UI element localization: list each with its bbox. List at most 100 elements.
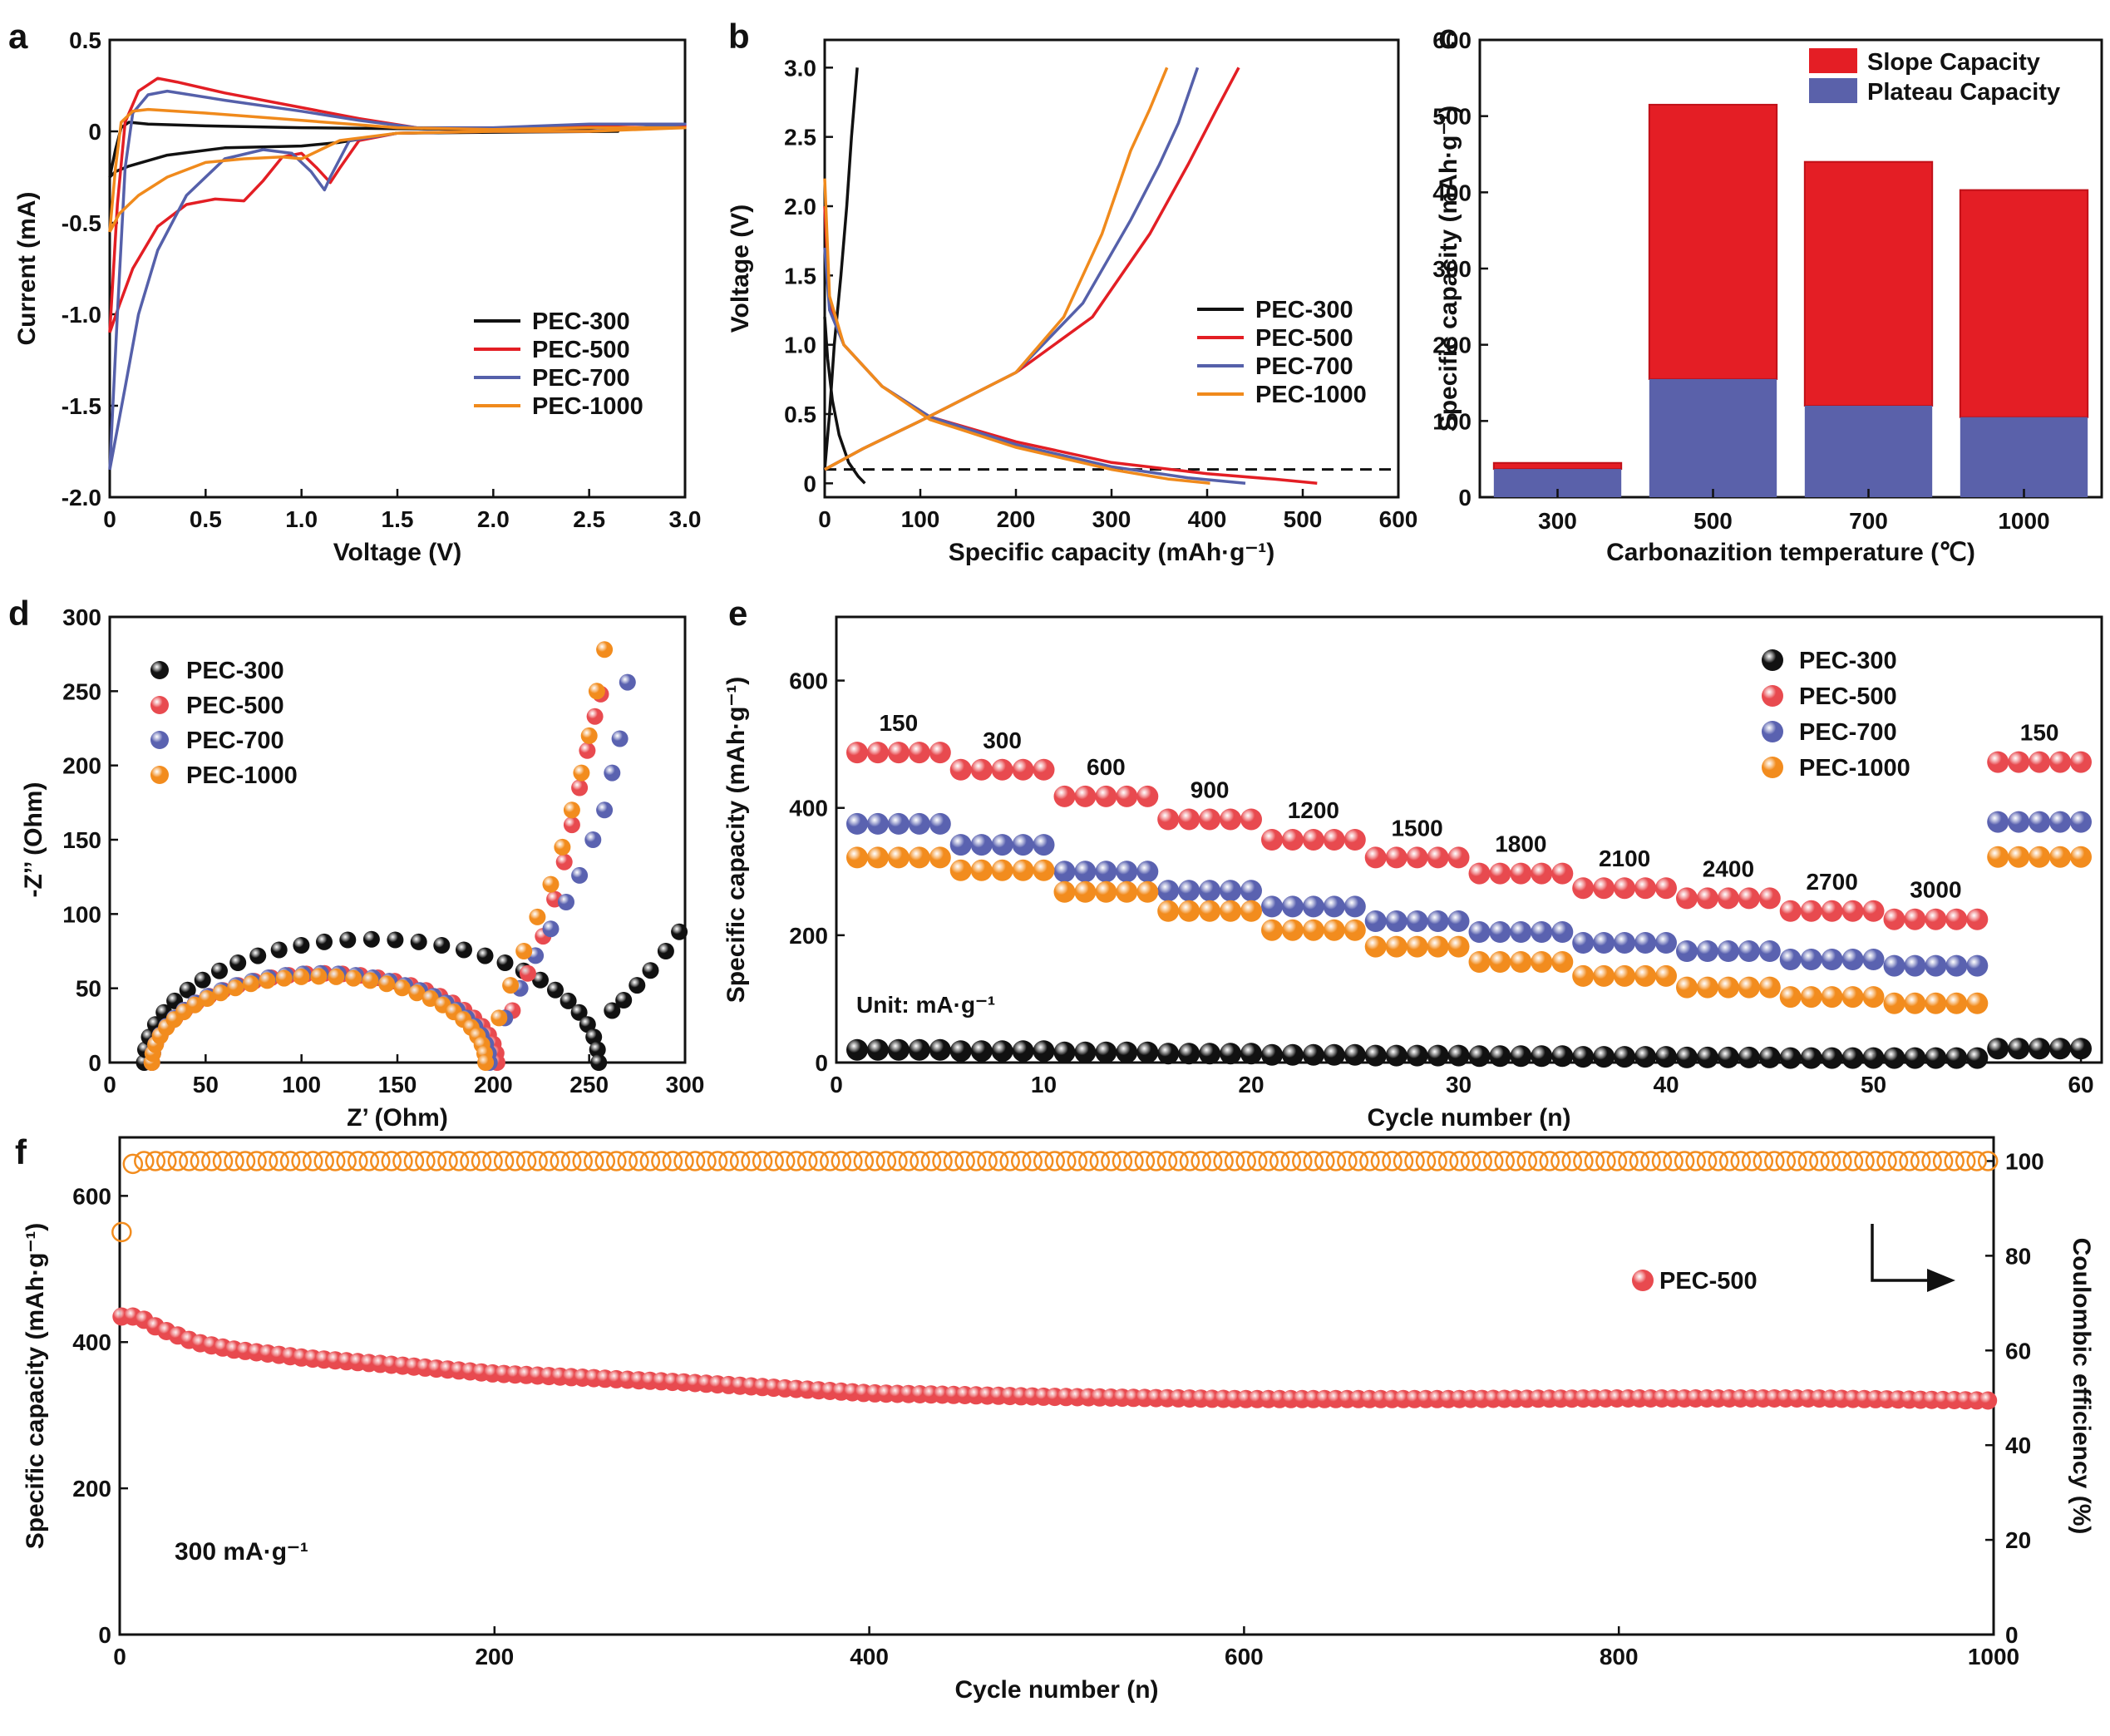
panel-f-ce-point xyxy=(887,1151,908,1171)
panel-e-point-pec-500 xyxy=(1489,862,1511,885)
panel-e-point-pec-700 xyxy=(1116,861,1138,883)
panel-a-legend-label: PEC-700 xyxy=(532,365,630,392)
panel-e-point-pec-300 xyxy=(1033,1040,1055,1063)
panel-e-point-pec-500 xyxy=(2049,751,2072,773)
panel-e-point-pec-300 xyxy=(1551,1045,1574,1068)
panel-c-y-tick-label: 400 xyxy=(1432,180,1472,205)
panel-f-ce-point xyxy=(111,1221,132,1243)
panel-a-legend-label: PEC-300 xyxy=(532,308,630,335)
panel-f-y-tick-label: 400 xyxy=(72,1329,111,1355)
panel-e-point-pec-700 xyxy=(1489,921,1511,943)
panel-d-point-pec-300 xyxy=(456,941,472,959)
panel-d-point-pec-300 xyxy=(604,1002,621,1019)
panel-f-ce-point xyxy=(381,1151,402,1171)
panel-e-point-pec-700 xyxy=(970,834,993,856)
panel-f-ce-point xyxy=(842,1151,863,1171)
panel-f-ce-point xyxy=(1415,1151,1437,1171)
panel-f-ce-point xyxy=(1809,1151,1830,1171)
panel-e-point-pec-1000 xyxy=(929,846,951,869)
panel-f-ce-point xyxy=(257,1151,279,1171)
panel-f-ce-point xyxy=(1191,1151,1211,1171)
panel-a-x-tick-label: 0.5 xyxy=(190,506,222,532)
panel-d-point-pec-500 xyxy=(579,742,596,759)
panel-e-legend-label: PEC-300 xyxy=(1799,648,1897,674)
panel-e-point-pec-1000 xyxy=(2070,846,2092,868)
panel-e-point-pec-500 xyxy=(1966,908,1989,930)
panel-e-point-pec-300 xyxy=(908,1038,930,1061)
panel-e-point-pec-300 xyxy=(1883,1047,1905,1069)
panel-f-ce-point xyxy=(1910,1151,1931,1171)
panel-b-y-axis-title: Voltage (V) xyxy=(727,205,754,333)
panel-e-point-pec-1000 xyxy=(1945,992,1968,1014)
panel-e-point-pec-1000 xyxy=(1033,859,1055,881)
panel-f-ce-point xyxy=(786,1151,806,1171)
panel-f-ce-point xyxy=(673,1151,694,1171)
panel-c-legend-label: Slope Capacity xyxy=(1867,49,2040,76)
panel-e-point-pec-1000 xyxy=(887,846,910,869)
panel-d-legend-marker xyxy=(150,696,169,714)
panel-e-point-pec-700 xyxy=(1281,895,1304,918)
panel-e-rate-label: 2400 xyxy=(1703,856,1754,881)
panel-e-point-pec-700 xyxy=(2029,811,2051,833)
panel-e-point-pec-300 xyxy=(1676,1046,1698,1068)
panel-e-point-pec-300 xyxy=(1593,1046,1615,1068)
panel-f-ce-point xyxy=(1168,1151,1189,1171)
panel-a-x-tick-label: 2.0 xyxy=(477,506,510,532)
panel-f-capacity-point xyxy=(1979,1391,1998,1410)
panel-b-x-tick-label: 600 xyxy=(1379,506,1418,532)
panel-c-x-tick-label: 300 xyxy=(1538,508,1577,534)
panel-e-point-pec-500 xyxy=(1696,887,1718,910)
panel-b-x-axis-title: Specific capacity (mAh·g⁻¹) xyxy=(949,539,1275,566)
panel-f-x-tick-label: 800 xyxy=(1600,1644,1639,1669)
panel-d-point-pec-1000 xyxy=(275,969,293,987)
panel-d-point-pec-300 xyxy=(194,971,211,989)
panel-d-point-pec-1000 xyxy=(345,969,362,987)
panel-e-point-pec-300 xyxy=(1095,1041,1117,1063)
panel-c-bar-plateau xyxy=(1960,417,2088,497)
panel-f-ce-point xyxy=(1437,1151,1459,1171)
panel-e-point-pec-700 xyxy=(1841,949,1864,970)
panel-f-ce-point xyxy=(134,1151,155,1171)
panel-b-x-tick-label: 0 xyxy=(818,506,831,532)
panel-d-panel-letter: d xyxy=(8,594,30,633)
panel-e-point-pec-700 xyxy=(1053,861,1076,883)
panel-e-point-pec-700 xyxy=(1738,940,1760,962)
panel-d-x-tick-label: 250 xyxy=(569,1072,609,1097)
panel-f-ce-point xyxy=(1528,1151,1549,1171)
panel-d-point-pec-1000 xyxy=(596,641,614,658)
panel-f-y-tick-label: 200 xyxy=(72,1476,111,1502)
panel-d-x-tick-label: 100 xyxy=(282,1072,321,1097)
panel-f-ce-point xyxy=(1708,1151,1728,1171)
panel-e-point-pec-700 xyxy=(1012,834,1034,856)
panel-c-y-tick-label: 300 xyxy=(1432,256,1472,282)
panel-d-point-pec-1000 xyxy=(554,838,571,856)
panel-f-ce-point xyxy=(1213,1151,1234,1171)
panel-d-legend-label: PEC-700 xyxy=(186,727,284,754)
panel-f-ce-point xyxy=(1337,1151,1358,1171)
panel-f-ce-point xyxy=(1876,1151,1897,1171)
panel-f-ce-point xyxy=(1842,1151,1864,1171)
panel-d-point-pec-700 xyxy=(596,801,614,819)
panel-e-rate-label: 300 xyxy=(983,727,1022,753)
panel-d-point-pec-700 xyxy=(611,730,629,747)
panel-f-y-axis-title: Specific capacity (mAh·g⁻¹) xyxy=(22,1223,49,1550)
panel-f-y2-tick-label: 40 xyxy=(2005,1433,2031,1458)
panel-d-point-pec-700 xyxy=(619,673,636,691)
panel-f-ce-point xyxy=(1718,1151,1740,1171)
panel-b-discharge-pec-300 xyxy=(823,317,866,485)
panel-e-x-tick-label: 60 xyxy=(2068,1072,2093,1097)
panel-c-legend-swatch xyxy=(1809,78,1857,103)
panel-f-ce-point xyxy=(1123,1151,1144,1171)
panel-e-point-pec-300 xyxy=(1862,1047,1885,1069)
panel-c-y-tick-label: 200 xyxy=(1432,333,1472,358)
panel-e-point-pec-300 xyxy=(1323,1043,1345,1066)
panel-e-point-pec-300 xyxy=(1966,1047,1989,1069)
panel-e-point-pec-500 xyxy=(1883,908,1905,930)
panel-e-point-pec-300 xyxy=(846,1038,868,1061)
panel-e-point-pec-700 xyxy=(1157,880,1180,902)
panel-d-point-pec-300 xyxy=(410,933,427,950)
panel-e-point-pec-500 xyxy=(949,758,972,781)
panel-f-ce-point xyxy=(1010,1151,1032,1171)
panel-f-y2-axis-title: Coulombic efficiency (%) xyxy=(2068,1238,2095,1535)
